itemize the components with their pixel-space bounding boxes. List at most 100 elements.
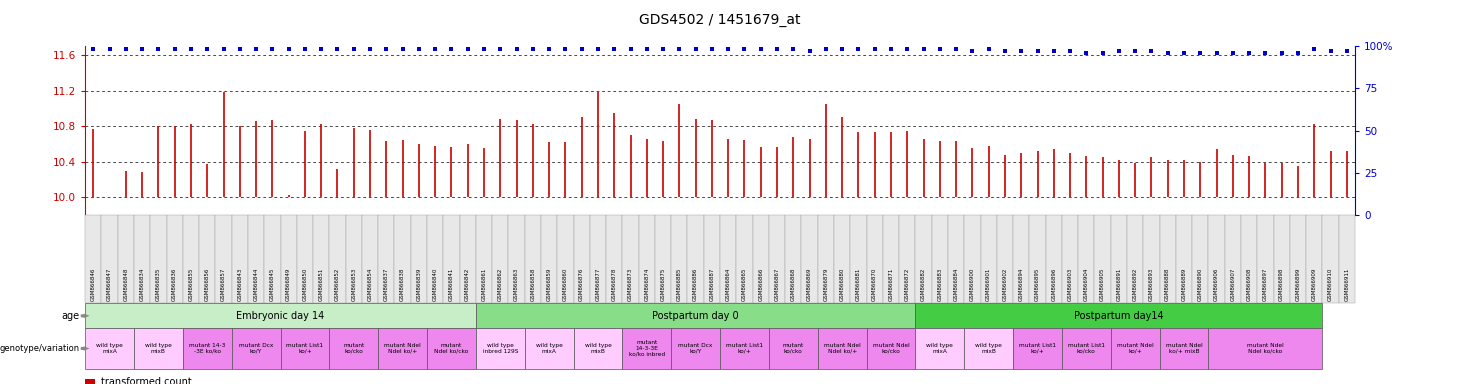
Text: mutant 14-3
-3E ko/ko: mutant 14-3 -3E ko/ko: [189, 343, 226, 354]
Text: GSM866865: GSM866865: [741, 268, 747, 301]
Text: mutant List1
ko/+: mutant List1 ko/+: [727, 343, 763, 354]
Text: GSM866863: GSM866863: [514, 268, 520, 301]
Point: [602, 46, 625, 53]
Text: GSM866850: GSM866850: [302, 268, 307, 301]
Text: GSM866848: GSM866848: [123, 268, 128, 301]
Point: [294, 46, 317, 53]
Text: GSM866859: GSM866859: [546, 268, 552, 301]
Text: mutant List1
ko/+: mutant List1 ko/+: [1019, 343, 1055, 354]
Text: Embryonic day 14: Embryonic day 14: [236, 311, 324, 321]
Text: wild type
mixB: wild type mixB: [145, 343, 172, 354]
Text: GSM866868: GSM866868: [791, 268, 796, 301]
Text: GSM866875: GSM866875: [661, 268, 665, 301]
Point: [1334, 48, 1358, 54]
Text: GSM866900: GSM866900: [970, 268, 975, 301]
Point: [570, 46, 593, 53]
Point: [147, 46, 170, 53]
Text: GSM866866: GSM866866: [759, 268, 763, 301]
Text: GSM866854: GSM866854: [367, 268, 373, 301]
Text: GSM866862: GSM866862: [498, 268, 502, 301]
Text: GSM866899: GSM866899: [1295, 268, 1301, 301]
Point: [211, 46, 235, 53]
Point: [1010, 48, 1033, 54]
Text: GSM866889: GSM866889: [1182, 268, 1186, 301]
Text: GSM866847: GSM866847: [107, 268, 112, 301]
Point: [1026, 48, 1050, 54]
Text: GSM866906: GSM866906: [1214, 268, 1218, 301]
Text: GSM866872: GSM866872: [904, 268, 910, 301]
Point: [82, 46, 106, 53]
Text: mutant Ndel
ko/cko: mutant Ndel ko/cko: [872, 343, 909, 354]
Point: [505, 46, 528, 53]
Text: GSM866853: GSM866853: [351, 268, 357, 301]
Text: GSM866874: GSM866874: [644, 268, 649, 301]
Point: [733, 46, 756, 53]
Text: GSM866835: GSM866835: [156, 268, 161, 301]
Point: [179, 46, 203, 53]
Text: GSM866888: GSM866888: [1166, 268, 1170, 301]
Point: [797, 48, 821, 54]
Point: [1058, 48, 1082, 54]
Point: [815, 46, 838, 53]
Point: [765, 46, 788, 53]
Text: GSM866870: GSM866870: [872, 268, 878, 301]
Text: GSM866898: GSM866898: [1279, 268, 1284, 301]
Text: GSM866882: GSM866882: [920, 268, 926, 301]
Text: GSM866845: GSM866845: [270, 268, 275, 301]
Point: [668, 46, 691, 53]
Point: [310, 46, 333, 53]
Text: GSM866861: GSM866861: [482, 268, 486, 301]
Point: [944, 46, 967, 53]
Text: GSM866897: GSM866897: [1262, 268, 1268, 301]
Text: mutant Dcx
ko/Y: mutant Dcx ko/Y: [239, 343, 273, 354]
Text: GSM866892: GSM866892: [1133, 268, 1138, 301]
Point: [749, 46, 772, 53]
Point: [700, 46, 724, 53]
Point: [553, 46, 577, 53]
Text: GSM866864: GSM866864: [725, 268, 731, 301]
Point: [1173, 50, 1196, 56]
Text: GSM866846: GSM866846: [91, 268, 95, 301]
Text: GSM866904: GSM866904: [1083, 268, 1089, 301]
Point: [195, 46, 219, 53]
Point: [1286, 50, 1309, 56]
Point: [976, 46, 1000, 53]
Text: GSM866840: GSM866840: [433, 268, 437, 301]
Point: [895, 46, 919, 53]
Point: [1254, 50, 1277, 56]
Point: [1318, 48, 1342, 54]
Text: GSM866858: GSM866858: [530, 268, 536, 301]
Text: GSM866852: GSM866852: [335, 268, 341, 301]
Point: [473, 46, 496, 53]
Text: GSM866881: GSM866881: [856, 268, 860, 301]
Text: GSM866911: GSM866911: [1345, 268, 1349, 301]
Text: GSM866908: GSM866908: [1246, 268, 1252, 301]
Text: GSM866903: GSM866903: [1067, 268, 1073, 301]
Point: [1238, 50, 1261, 56]
Text: genotype/variation: genotype/variation: [0, 344, 79, 353]
Point: [1189, 50, 1213, 56]
Point: [863, 46, 887, 53]
Text: Postpartum day14: Postpartum day14: [1075, 311, 1164, 321]
Text: wild type
mixB: wild type mixB: [584, 343, 611, 354]
Text: mutant
14-3-3E
ko/ko inbred: mutant 14-3-3E ko/ko inbred: [628, 340, 665, 357]
Text: GSM866877: GSM866877: [596, 268, 600, 301]
Point: [1091, 50, 1114, 56]
Text: GSM866842: GSM866842: [465, 268, 470, 301]
Text: wild type
mixA: wild type mixA: [536, 343, 562, 354]
Point: [244, 46, 267, 53]
Text: GSM866857: GSM866857: [222, 268, 226, 301]
Point: [457, 46, 480, 53]
Point: [1123, 48, 1147, 54]
Point: [1302, 46, 1326, 53]
Text: GSM866834: GSM866834: [139, 268, 145, 301]
Text: GSM866871: GSM866871: [888, 268, 894, 301]
Text: mutant
ko/cko: mutant ko/cko: [344, 343, 364, 354]
Text: mutant Ndel
Ndel ko/cko: mutant Ndel Ndel ko/cko: [1246, 343, 1284, 354]
Point: [342, 46, 366, 53]
Text: GSM866867: GSM866867: [775, 268, 780, 301]
Text: GSM866909: GSM866909: [1312, 268, 1317, 301]
Text: GSM866856: GSM866856: [204, 268, 210, 301]
Text: GSM866879: GSM866879: [824, 268, 828, 301]
Point: [636, 46, 659, 53]
